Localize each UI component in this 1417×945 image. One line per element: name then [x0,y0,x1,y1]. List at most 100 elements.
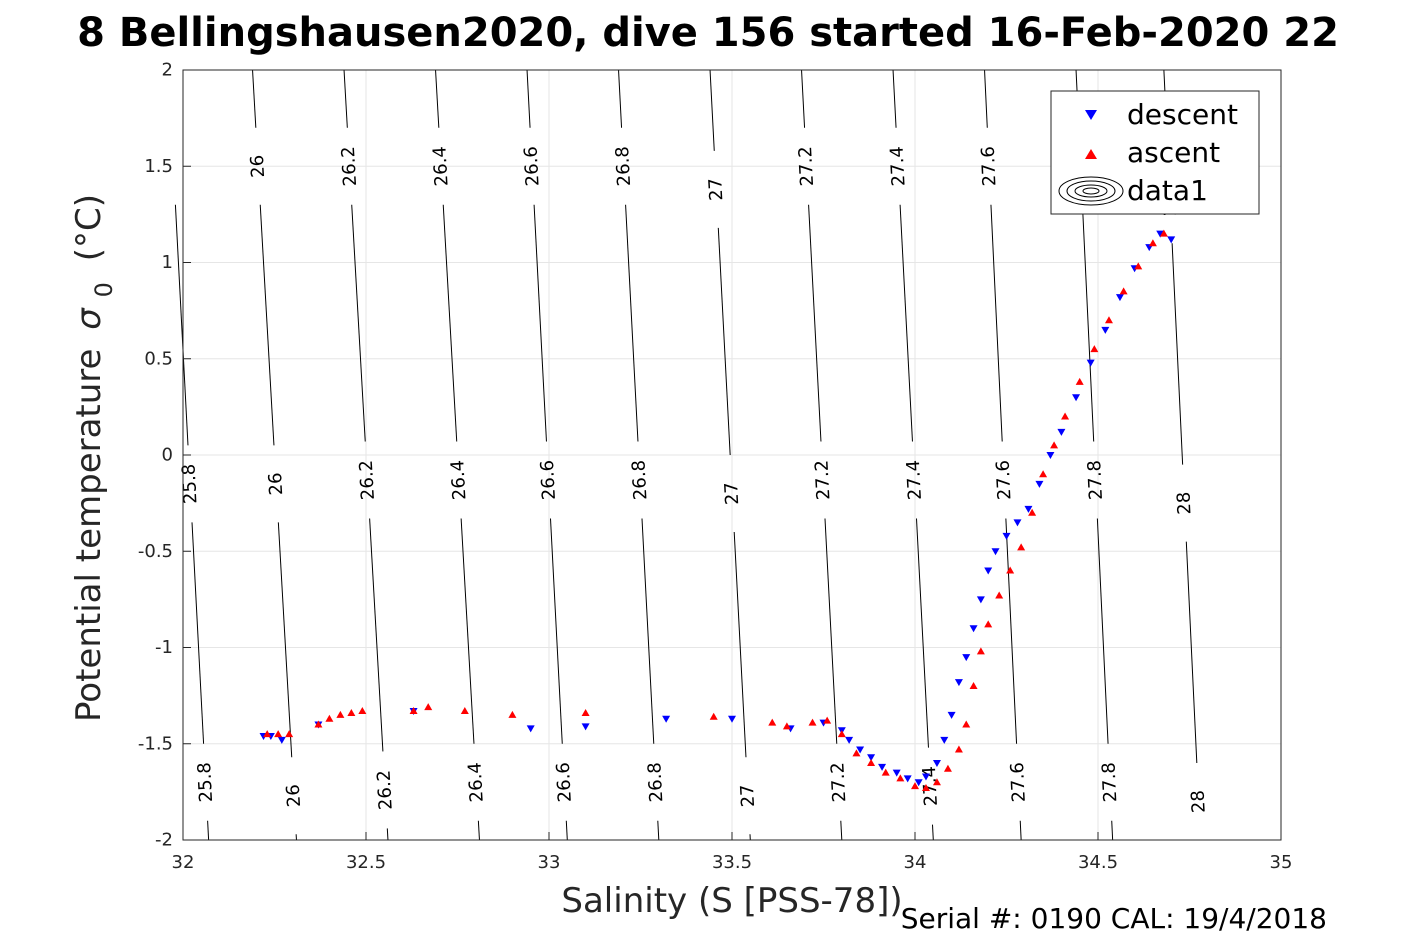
isopycnal-line [369,518,384,752]
isopycnal-line [277,522,293,758]
descent-point [892,769,901,777]
legend-data1-label: data1 [1127,174,1208,207]
isopycnal-line [526,69,531,128]
isopycnal-line [549,518,563,744]
isopycnal-line [1171,243,1184,465]
isopycnal-label: 26.6 [521,146,544,187]
isopycnal-line [460,518,475,744]
ascent-point [460,707,469,715]
y-tick-label: 0 [162,445,173,466]
isopycnal-line [984,69,988,128]
isopycnal-label: 26.2 [356,459,379,500]
isopycnal-label: 26 [247,154,269,178]
y-tick-label: 1 [162,252,173,273]
y-axis-label: Potential temperature σ 0 (°C) [69,194,118,722]
ascent-point [921,784,930,792]
x-tick-label: 34 [904,852,927,873]
isopycnal-label: 26.2 [338,146,361,187]
descent-point [984,567,993,575]
legend-ascent-marker [1085,149,1097,159]
isopycnal-label: 28 [1173,491,1195,515]
isopycnal-line [191,522,205,744]
isopycnal-label: 26.4 [429,146,452,187]
descent-point [1086,359,1095,367]
ascent-point [911,782,919,790]
isopycnal-label: 27 [721,482,743,506]
descent-point [1156,230,1165,238]
isopycnal-label: 27.8 [1098,762,1121,803]
isopycnal-line [1096,518,1109,744]
descent-point [1002,532,1011,540]
isopycnal-label: 27.2 [795,146,818,187]
descent-point [947,711,956,719]
ascent-point [1039,470,1048,478]
descent-point [728,715,736,723]
ascent-point [325,714,334,722]
isopycnal-line [533,204,547,442]
descent-point [1101,326,1110,334]
ascent-point [285,730,294,738]
ascent-point [709,712,718,720]
ascent-point [881,768,890,776]
y-tick-label: -1.5 [138,733,173,754]
descent-point [845,736,854,744]
descent-point [581,723,590,731]
descent-point [991,548,1000,556]
isopycnal-label: 26.6 [553,762,576,803]
isopycnal-label: 27.8 [1084,460,1107,501]
ascent-point [1148,239,1157,247]
ascent-point [263,730,272,738]
descent-point [940,736,949,744]
isopycnal-label: 27.6 [978,146,1001,187]
y-tick-label: -0.5 [138,541,173,562]
isopycnal-label: 27.6 [1007,762,1030,803]
descent-point [1013,519,1022,527]
ascent-point [932,778,941,786]
isopycnal-line [892,69,897,128]
ascent-point [896,774,905,782]
x-tick-label: 35 [1270,852,1293,873]
y-tick-label: -1 [155,637,173,658]
descent-point [856,746,865,754]
descent-point [1046,452,1055,459]
isopycnal-label: 25.8 [194,762,217,803]
isopycnal-line [915,518,929,748]
isopycnal-line [840,820,843,841]
ascent-point [954,745,963,753]
isopycnal-line [801,69,806,128]
y-tick-label: 1.5 [144,156,173,177]
isopycnal-line [1111,820,1114,841]
isopycnal-label: 27.4 [919,766,942,807]
isopycnal-label: 26.2 [373,769,396,810]
descent-point [1072,394,1081,402]
descent-point [1167,236,1176,244]
descent-point [1115,294,1124,302]
y-tick-label: 0.5 [144,348,173,369]
x-tick-label: 32 [172,852,195,873]
ascent-point [347,708,356,716]
descent-point [1057,428,1066,436]
x-tick-label: 33.5 [712,852,752,873]
isopycnal-line [657,820,660,841]
isopycnal-label: 26.4 [465,762,488,803]
ascent-point [823,716,832,724]
ascent-point [976,647,985,655]
isopycnal-label: 27 [737,784,759,808]
ascent-point [1134,262,1143,270]
descent-point [962,654,971,662]
ascent-point [1090,345,1099,353]
isopycnal-line [824,518,838,744]
y-tick-label: 2 [162,60,173,81]
isopycnal-label: 26.8 [612,146,635,187]
isopycnal-line [1081,204,1095,442]
isopycnal-line [565,820,568,841]
ascent-point [1104,316,1113,324]
isopycnal-line [1005,518,1018,744]
descent-point [903,775,912,783]
y-tick-label: -2 [155,830,173,851]
isopycnal-line [386,828,389,841]
ascent-point [314,720,323,728]
legend: descent ascent data1 [1050,90,1260,215]
y-axis-label-symbol: σ [69,307,109,330]
ascent-point [852,749,861,757]
